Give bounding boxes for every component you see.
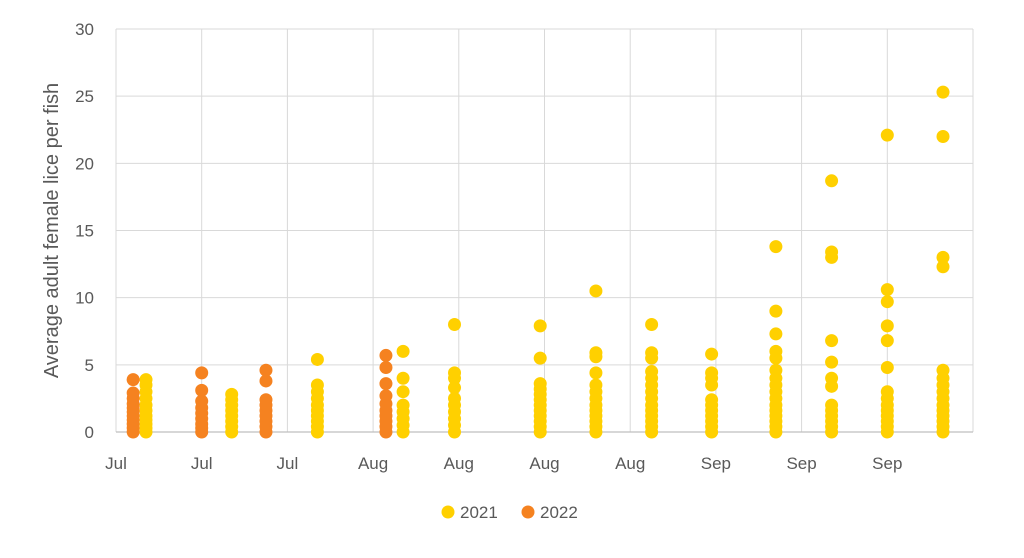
data-point-2021	[880, 319, 894, 333]
data-point-2021	[880, 361, 894, 375]
data-point-2021	[448, 381, 462, 395]
data-point-2021	[589, 378, 603, 392]
data-point-2022	[379, 361, 393, 375]
data-point-2021	[645, 365, 659, 379]
data-point-2021	[825, 371, 839, 385]
y-tick-label: 20	[75, 154, 94, 173]
data-point-2021	[769, 363, 783, 377]
y-tick-label: 25	[75, 87, 94, 106]
data-point-2021	[936, 250, 950, 264]
data-point-2021	[645, 346, 659, 360]
data-point-2022	[195, 394, 209, 408]
gridlines	[115, 28, 974, 432]
data-point-2021	[880, 295, 894, 309]
legend-label-2022: 2022	[540, 503, 578, 522]
x-tick-label: Sep	[786, 454, 816, 473]
data-point-2021	[589, 284, 603, 298]
data-point-2021	[533, 351, 547, 365]
data-point-2021	[880, 385, 894, 399]
data-point-2021	[396, 385, 410, 399]
x-tick-label: Aug	[615, 454, 645, 473]
y-tick-label: 5	[85, 356, 94, 375]
legend: 2021 2022	[441, 503, 578, 522]
data-point-2021	[936, 363, 950, 377]
data-point-2021	[825, 398, 839, 412]
data-point-2022	[195, 366, 209, 380]
axes: 0 5 10 15 20 25 30 Jul Jul Jul Aug Aug Aug Aug Sep Sep S…	[75, 20, 973, 473]
x-tick-label: Jul	[105, 454, 127, 473]
data-point-2021	[936, 260, 950, 274]
data-point-2021	[225, 387, 239, 401]
data-point-2022	[195, 383, 209, 397]
data-point-2021	[880, 128, 894, 142]
data-point-2021	[396, 371, 410, 385]
y-axis-title: Average adult female lice per fish	[41, 83, 63, 378]
data-point-2021	[880, 283, 894, 297]
data-point-2021	[825, 245, 839, 259]
data-point-2022	[379, 348, 393, 362]
x-tick-label: Aug	[529, 454, 559, 473]
x-tick-label: Sep	[701, 454, 731, 473]
data-point-2021	[533, 319, 547, 333]
data-point-2022	[259, 374, 273, 388]
data-point-2021	[769, 304, 783, 318]
data-point-2021	[936, 129, 950, 143]
data-point-2021	[533, 377, 547, 391]
data-point-2021	[645, 318, 659, 332]
data-point-2022	[379, 389, 393, 403]
x-tick-label: Jul	[191, 454, 213, 473]
data-point-2021	[825, 334, 839, 348]
x-tick-label: Jul	[277, 454, 299, 473]
data-point-2022	[259, 363, 273, 377]
data-point-2021	[589, 366, 603, 380]
data-point-2022	[379, 377, 393, 391]
y-tick-label: 15	[75, 222, 94, 241]
x-tick-label: Sep	[872, 454, 902, 473]
data-point-2021	[705, 393, 719, 407]
data-point-2021	[448, 366, 462, 380]
y-tick-label: 10	[75, 289, 94, 308]
legend-marker-2022	[521, 505, 535, 519]
legend-marker-2021	[441, 505, 455, 519]
data-point-2021	[396, 398, 410, 412]
data-point-2021	[705, 366, 719, 380]
data-point-2022	[259, 393, 273, 407]
data-point-2021	[448, 391, 462, 405]
legend-label-2021: 2021	[460, 503, 498, 522]
data-point-2021	[769, 344, 783, 358]
data-point-2021	[705, 347, 719, 361]
y-tick-label: 30	[75, 20, 94, 39]
data-point-2021	[825, 174, 839, 188]
x-tick-label: Aug	[358, 454, 388, 473]
data-point-2021	[139, 373, 153, 387]
data-point-2022	[126, 386, 140, 400]
data-point-2021	[396, 344, 410, 358]
data-point-2021	[310, 352, 324, 366]
data-point-2021	[310, 378, 324, 392]
data-points	[126, 85, 950, 439]
data-point-2022	[126, 373, 140, 387]
data-point-2021	[825, 355, 839, 369]
data-point-2021	[769, 327, 783, 341]
data-point-2021	[769, 240, 783, 254]
data-point-2021	[880, 334, 894, 348]
data-point-2021	[448, 318, 462, 332]
y-tick-label: 0	[85, 423, 94, 442]
data-point-2021	[936, 85, 950, 99]
x-tick-label: Aug	[444, 454, 474, 473]
data-point-2021	[589, 346, 603, 360]
